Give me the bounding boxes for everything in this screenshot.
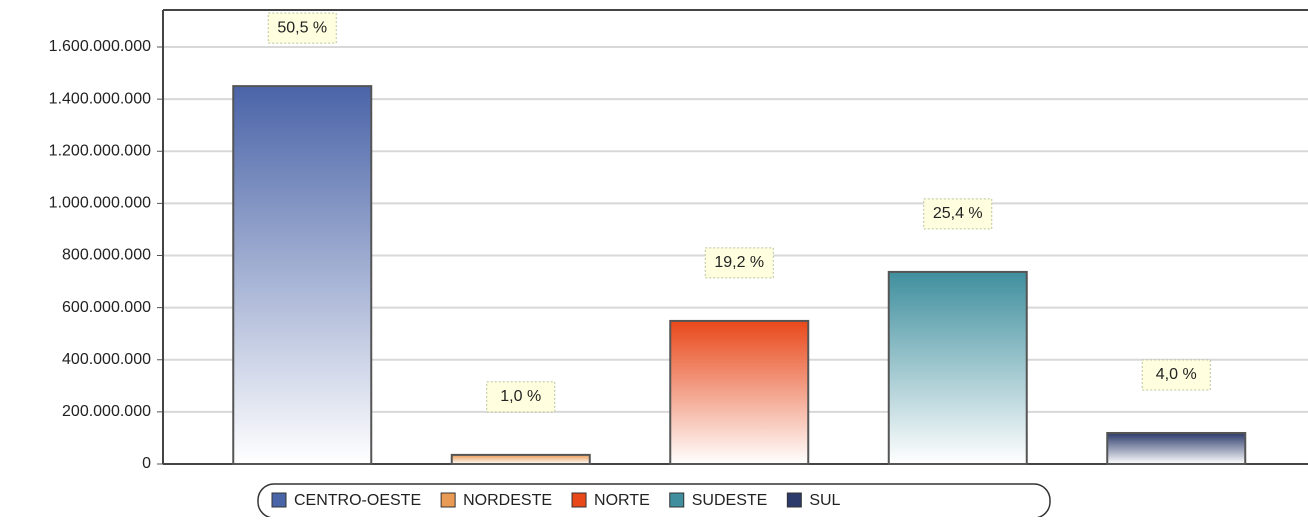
bar xyxy=(669,319,810,466)
share-label: 50,5 % xyxy=(277,19,327,36)
share-label: 25,4 % xyxy=(933,205,983,222)
y-tick-label: 1.200.000.000 xyxy=(49,142,151,159)
y-tick-label: 800.000.000 xyxy=(62,247,151,264)
bar xyxy=(1106,431,1247,466)
legend-swatch xyxy=(786,492,802,508)
legend-label: NORDESTE xyxy=(463,492,552,509)
legend-swatch xyxy=(669,492,685,508)
legend-label: CENTRO-OESTE xyxy=(294,492,421,509)
legend-swatch xyxy=(271,492,287,508)
legend-label: SUDESTE xyxy=(692,492,768,509)
legend-swatch xyxy=(571,492,587,508)
y-tick-label: 200.000.000 xyxy=(62,403,151,420)
y-tick-label: 1.600.000.000 xyxy=(49,38,151,55)
share-box xyxy=(1141,359,1211,391)
legend-swatch xyxy=(440,492,456,508)
legend-label: NORTE xyxy=(594,492,650,509)
share-label: 19,2 % xyxy=(714,254,764,271)
bar xyxy=(887,270,1028,465)
y-tick-label: 0 xyxy=(142,455,151,472)
y-tick-label: 1.400.000.000 xyxy=(49,90,151,107)
y-tick-label: 600.000.000 xyxy=(62,299,151,316)
legend-label: SUL xyxy=(809,492,840,509)
share-box xyxy=(267,12,337,44)
bar xyxy=(232,85,373,465)
share-box xyxy=(923,198,993,230)
bar xyxy=(450,453,591,465)
share-box xyxy=(486,381,556,413)
share-label: 4,0 % xyxy=(1156,366,1197,383)
share-box xyxy=(704,247,774,279)
y-tick-label: 400.000.000 xyxy=(62,351,151,368)
share-label: 1,0 % xyxy=(500,388,541,405)
y-tick-label: 1.000.000.000 xyxy=(49,195,151,212)
